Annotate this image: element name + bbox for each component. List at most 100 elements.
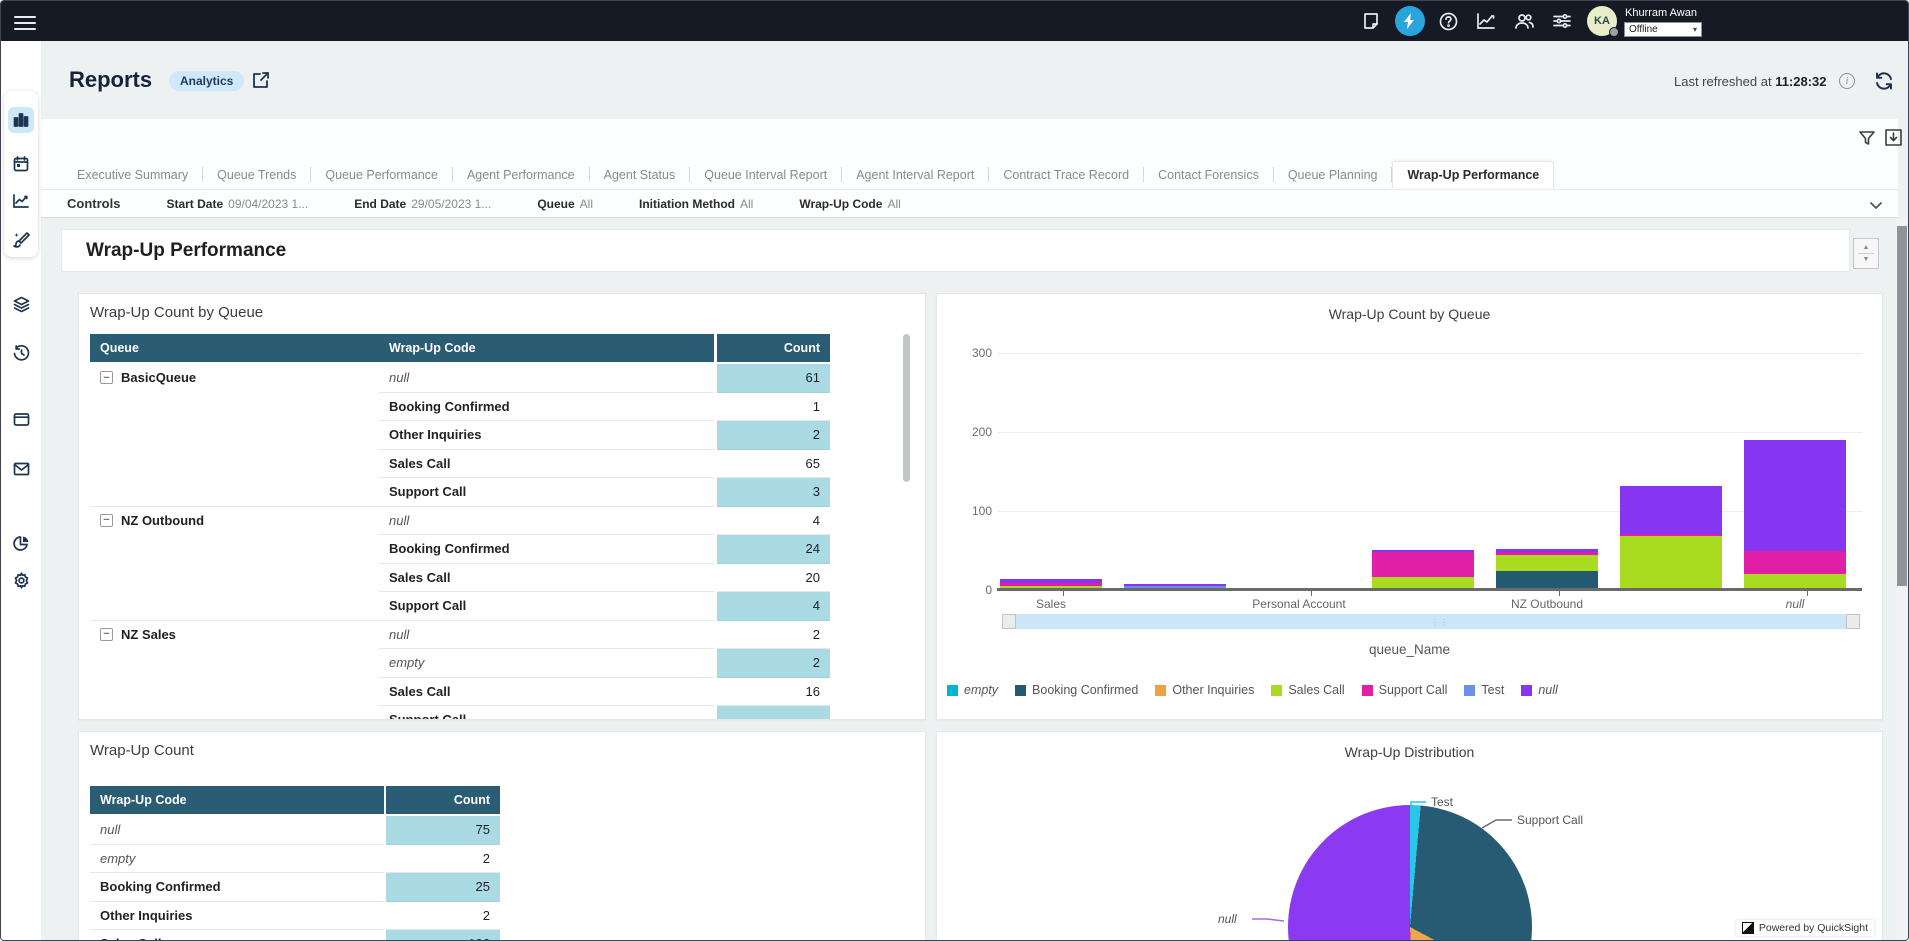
- tab-wrap-up-performance[interactable]: Wrap-Up Performance: [1392, 161, 1554, 188]
- tab-queue-performance[interactable]: Queue Performance: [311, 161, 452, 188]
- wrapup-code-cell: Sales Call: [90, 930, 384, 941]
- sidebar-item-design[interactable]: [8, 226, 34, 252]
- legend-item-null[interactable]: null: [1521, 683, 1557, 697]
- legend-item-empty[interactable]: empty: [947, 683, 998, 697]
- bar-segment-support-call[interactable]: [1372, 552, 1474, 577]
- spinner-up-icon[interactable]: ▲: [1863, 244, 1870, 251]
- tab-queue-interval-report[interactable]: Queue Interval Report: [690, 161, 841, 188]
- zoom-strip-grip[interactable]: ⋮⋮: [1431, 618, 1449, 627]
- sidebar-item-history[interactable]: [8, 340, 34, 366]
- sheet-scroll-spinner[interactable]: ▲ ▼: [1853, 238, 1879, 269]
- stacked-bar[interactable]: [1496, 549, 1598, 590]
- chart-title: Wrap-Up Distribution: [937, 744, 1882, 760]
- sidebar-item-mail[interactable]: [8, 456, 34, 482]
- zoom-strip-right-handle[interactable]: [1846, 614, 1860, 629]
- controls-collapse-chevron-icon[interactable]: [1868, 197, 1884, 218]
- y-tick-label: 0: [952, 583, 992, 597]
- agents-icon[interactable]: [1510, 7, 1538, 35]
- collapse-group-icon[interactable]: −: [100, 628, 113, 641]
- tab-contract-trace-record[interactable]: Contract Trace Record: [989, 161, 1143, 188]
- bar-segment-sales-call[interactable]: [1744, 574, 1846, 588]
- legend-swatch: [947, 685, 958, 696]
- export-download-icon[interactable]: [1884, 128, 1903, 152]
- chevron-down-icon: ▾: [1693, 25, 1697, 34]
- filter-icon[interactable]: [1858, 129, 1876, 152]
- stacked-bar[interactable]: [1620, 486, 1722, 590]
- info-icon[interactable]: i: [1839, 73, 1855, 89]
- sidebar-item-layers[interactable]: [8, 291, 34, 317]
- bar-segment-null[interactable]: [1620, 486, 1722, 534]
- bar-segment-null[interactable]: [1744, 440, 1846, 551]
- app-window: KA Khurram Awan Offline ▾: [0, 0, 1909, 941]
- bar-plot-area: [997, 353, 1862, 590]
- bar-chart-icon: [13, 112, 29, 128]
- bar-segment-sales-call[interactable]: [1620, 536, 1722, 587]
- legend-item-test[interactable]: Test: [1464, 683, 1504, 697]
- column-header-count[interactable]: Count: [386, 786, 500, 814]
- y-tick-label: 100: [952, 504, 992, 518]
- status-dropdown[interactable]: Offline ▾: [1624, 22, 1702, 37]
- last-refreshed-label: Last refreshed at: [1674, 74, 1772, 89]
- count-cell: 2: [717, 649, 830, 678]
- legend-item-booking-confirmed[interactable]: Booking Confirmed: [1015, 683, 1138, 697]
- wrapup-code-cell: null: [379, 621, 714, 650]
- column-header-wrapup-code[interactable]: Wrap-Up Code: [90, 786, 384, 814]
- sidebar-item-settings[interactable]: [8, 567, 34, 593]
- column-header-count[interactable]: Count: [717, 334, 830, 362]
- bar-segment-support-call[interactable]: [1744, 551, 1846, 575]
- page-scrollbar[interactable]: [1896, 219, 1908, 941]
- window-card-icon: [13, 412, 30, 427]
- sidebar-item-dashboards[interactable]: [8, 530, 34, 556]
- tab-executive-summary[interactable]: Executive Summary: [63, 161, 202, 188]
- sidebar-item-calendar[interactable]: [8, 151, 34, 177]
- refresh-icon[interactable]: [1873, 70, 1895, 97]
- tab-agent-interval-report[interactable]: Agent Interval Report: [842, 161, 988, 188]
- trend-icon[interactable]: [1472, 7, 1500, 35]
- settings-sliders-icon[interactable]: [1548, 7, 1576, 35]
- chart-data-zoom-strip[interactable]: ⋮⋮: [1002, 614, 1860, 629]
- hamburger-menu-icon[interactable]: [14, 12, 36, 30]
- page-scrollbar-thumb[interactable]: [1897, 226, 1907, 586]
- bar-segment-sales-call[interactable]: [1372, 577, 1474, 588]
- table-scrollbar[interactable]: [903, 334, 910, 482]
- filter-wrap-up-code[interactable]: Wrap-Up CodeAll: [799, 197, 900, 211]
- filter-initiation-method[interactable]: Initiation MethodAll: [639, 197, 753, 211]
- count-cell: 2: [717, 621, 830, 650]
- spinner-down-icon[interactable]: ▼: [1863, 256, 1870, 263]
- controls-label: Controls: [67, 196, 120, 211]
- collapse-group-icon[interactable]: −: [100, 514, 113, 527]
- legend-item-sales-call[interactable]: Sales Call: [1271, 683, 1344, 697]
- legend-item-support-call[interactable]: Support Call: [1362, 683, 1448, 697]
- stacked-bar[interactable]: [1372, 550, 1474, 590]
- external-link-icon[interactable]: [251, 70, 271, 95]
- gridline: [997, 353, 1862, 354]
- bolt-icon[interactable]: [1395, 6, 1425, 36]
- sidebar-item-reports[interactable]: [8, 107, 34, 133]
- tab-queue-planning[interactable]: Queue Planning: [1274, 161, 1392, 188]
- sidebar-item-analytics[interactable]: [8, 188, 34, 214]
- filter-queue[interactable]: QueueAll: [537, 197, 593, 211]
- stacked-bar[interactable]: [1744, 440, 1846, 590]
- count-cell: 2: [717, 421, 830, 450]
- column-header-wrapup-code[interactable]: Wrap-Up Code: [379, 334, 714, 362]
- filter-start-date[interactable]: Start Date09/04/2023 1...: [166, 197, 308, 211]
- sidebar-item-workspace[interactable]: [8, 406, 34, 432]
- status-dropdown-value: Offline: [1629, 24, 1658, 35]
- pie-chart[interactable]: [1288, 805, 1532, 941]
- collapse-group-icon[interactable]: −: [100, 371, 113, 384]
- page-title: Reports: [69, 67, 152, 93]
- count-cell: 2: [386, 902, 500, 931]
- tab-queue-trends[interactable]: Queue Trends: [203, 161, 310, 188]
- bar-segment-sales-call[interactable]: [1496, 555, 1598, 571]
- notes-icon[interactable]: [1357, 7, 1385, 35]
- filter-end-date[interactable]: End Date29/05/2023 1...: [354, 197, 491, 211]
- tab-agent-performance[interactable]: Agent Performance: [453, 161, 589, 188]
- column-header-queue[interactable]: Queue: [90, 334, 379, 362]
- help-icon[interactable]: [1434, 7, 1462, 35]
- tab-agent-status[interactable]: Agent Status: [590, 161, 690, 188]
- tab-contact-forensics[interactable]: Contact Forensics: [1144, 161, 1273, 188]
- count-cell: 4: [717, 592, 830, 621]
- zoom-strip-left-handle[interactable]: [1002, 614, 1016, 629]
- x-axis-label: null: [1786, 597, 1805, 611]
- legend-item-other-inquiries[interactable]: Other Inquiries: [1155, 683, 1254, 697]
